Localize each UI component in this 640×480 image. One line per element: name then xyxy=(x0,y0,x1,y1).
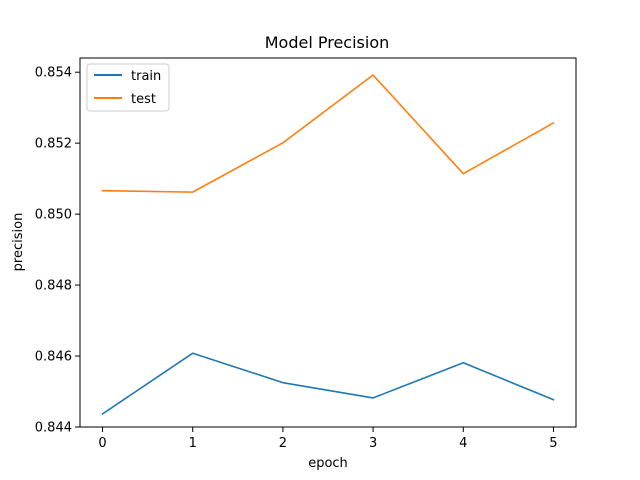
x-tick-label: 2 xyxy=(279,436,287,451)
x-tick-label: 5 xyxy=(549,436,557,451)
data-point-train-0 xyxy=(102,413,104,415)
series-line-test xyxy=(101,74,555,193)
y-tick-label: 0.852 xyxy=(35,137,72,152)
data-point-train-4 xyxy=(462,362,464,364)
data-point-train-2 xyxy=(282,382,284,384)
chart-title: Model Precision xyxy=(265,33,390,52)
legend: train test xyxy=(86,63,170,112)
y-axis-label: precision xyxy=(11,213,26,272)
data-point-test-3 xyxy=(372,74,374,76)
x-tick-label: 3 xyxy=(369,436,377,451)
y-axis: 0.844 0.846 0.848 0.850 0.852 0.854 xyxy=(35,66,80,436)
plot-area xyxy=(101,74,555,415)
data-point-test-2 xyxy=(282,142,284,144)
series-line-train xyxy=(101,352,555,415)
data-point-train-1 xyxy=(192,352,194,354)
x-tick-label: 4 xyxy=(459,436,467,451)
plot-frame xyxy=(79,57,577,428)
legend-label-train: train xyxy=(131,69,161,84)
data-point-train-5 xyxy=(553,399,555,401)
legend-label-test: test xyxy=(131,92,156,107)
y-tick-label: 0.854 xyxy=(35,66,72,81)
x-tick-label: 0 xyxy=(98,436,106,451)
data-point-test-4 xyxy=(462,173,464,175)
y-tick-label: 0.848 xyxy=(35,279,72,294)
x-tick-label: 1 xyxy=(189,436,197,451)
y-tick-label: 0.846 xyxy=(35,350,72,365)
data-point-test-5 xyxy=(553,122,555,124)
y-tick-label: 0.844 xyxy=(35,421,72,436)
x-axis: 0 1 2 3 4 5 xyxy=(98,427,558,451)
x-axis-label: epoch xyxy=(308,456,348,471)
y-tick-label: 0.850 xyxy=(35,208,72,223)
data-point-test-0 xyxy=(102,190,104,192)
data-point-test-1 xyxy=(192,191,194,193)
data-point-train-3 xyxy=(372,397,374,399)
